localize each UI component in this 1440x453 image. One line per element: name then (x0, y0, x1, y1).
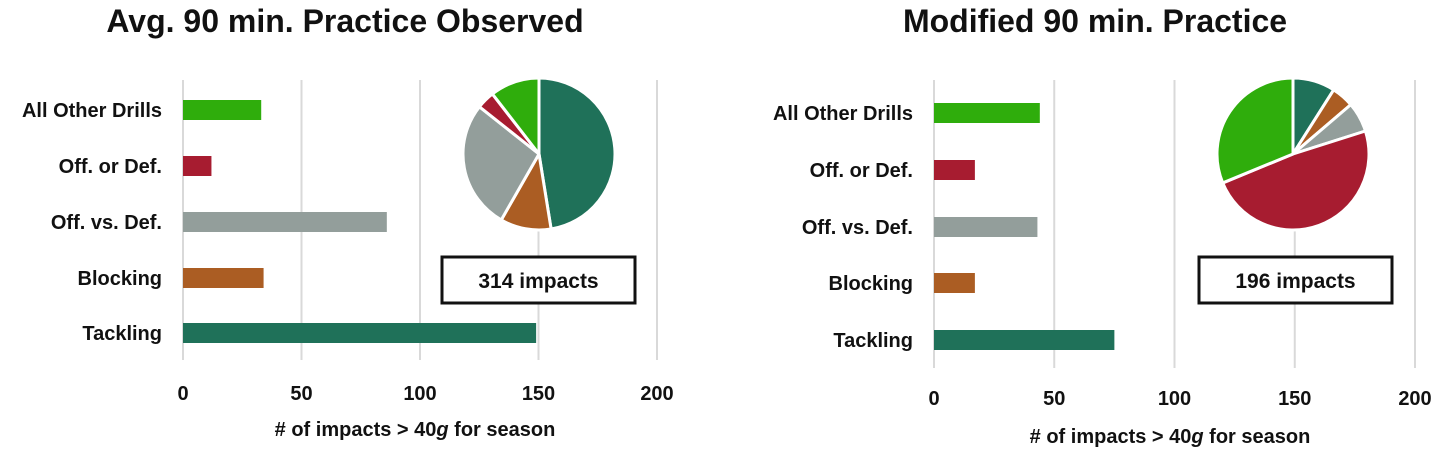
bar (934, 273, 975, 293)
bar (183, 156, 212, 176)
category-label: Off. vs. Def. (802, 217, 913, 239)
bar (183, 323, 537, 343)
x-tick-label: 200 (1398, 388, 1431, 410)
category-label: Off. or Def. (59, 156, 162, 178)
category-label: All Other Drills (22, 100, 162, 122)
category-label: Off. or Def. (810, 160, 913, 182)
impacts-callout-box (1197, 255, 1394, 305)
bar (934, 217, 1038, 237)
category-label: Blocking (78, 268, 162, 290)
pie-slice (1221, 129, 1371, 232)
pie-slice (490, 76, 541, 156)
bar (183, 100, 262, 120)
x-tick-label: 150 (1278, 388, 1311, 410)
bar (934, 103, 1040, 123)
pie-slice (1215, 76, 1295, 185)
x-tick-label: 150 (522, 383, 555, 405)
x-tick-label: 50 (1043, 388, 1065, 410)
category-label: Blocking (829, 273, 913, 295)
x-tick-label: 100 (1158, 388, 1191, 410)
pie-slice (537, 76, 617, 231)
x-tick-label: 0 (928, 388, 939, 410)
category-label: All Other Drills (773, 103, 913, 125)
impacts-callout-text: 314 impacts (478, 270, 598, 293)
bar (934, 330, 1115, 350)
impacts-callout-text: 196 impacts (1235, 270, 1355, 293)
category-label: Tackling (833, 330, 913, 352)
chart-panel-2: Modified 90 min. Practice 0 50 100 150 200 All… (773, 3, 1432, 448)
x-tick-label: 0 (177, 383, 188, 405)
chart-panel-1: Avg. 90 min. Practice Observed 0 50 100 150 2… (22, 3, 674, 441)
x-axis-label: # of impacts > 40g for season (1030, 426, 1311, 448)
impacts-callout-box (440, 255, 637, 305)
category-label: Tackling (82, 323, 162, 345)
chart-title: Modified 90 min. Practice (903, 3, 1287, 39)
x-tick-label: 200 (640, 383, 673, 405)
bar (934, 160, 975, 180)
x-tick-label: 100 (403, 383, 436, 405)
chart-title: Avg. 90 min. Practice Observed (106, 3, 583, 39)
bar (183, 212, 387, 232)
pie-slice (461, 105, 541, 222)
x-tick-label: 50 (290, 383, 312, 405)
category-label: Off. vs. Def. (51, 212, 162, 234)
bar (183, 268, 264, 288)
x-axis-label: # of impacts > 40g for season (275, 419, 556, 441)
